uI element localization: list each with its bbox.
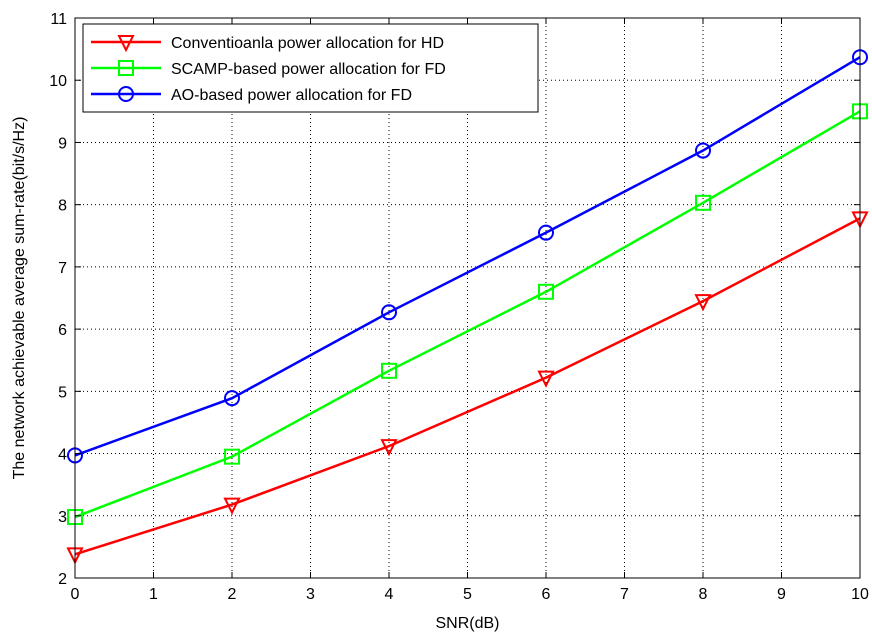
ticks: 0 1 2 3 4 5 6 7 8 9 10 2 3 4 5 6 7 8 9 10 11: [49, 11, 869, 603]
data-point: [380, 439, 398, 457]
legend-item: SCAMP-based power allocation for FD: [91, 60, 446, 78]
legend-marker: [118, 86, 134, 102]
legend-item: AO-based power allocation for FD: [91, 86, 412, 104]
y-tick-label: 4: [58, 447, 67, 464]
x-tick-label: 9: [777, 586, 786, 603]
series-1: [66, 211, 869, 565]
series-line: [74, 110, 861, 519]
data-point: [695, 142, 711, 159]
x-tick-label: 8: [699, 586, 708, 603]
y-tick-label: 6: [58, 322, 67, 339]
data-point: [224, 390, 240, 407]
y-tick-label: 2: [58, 571, 67, 588]
y-tick-label: 3: [58, 509, 67, 526]
legend-label: Conventioanla power allocation for HD: [171, 35, 444, 52]
y-tick-label: 9: [58, 135, 67, 152]
x-tick-label: 1: [149, 586, 158, 603]
legend-item: Conventioanla power allocation for HD: [91, 35, 444, 53]
data-point: [537, 370, 555, 388]
y-axis-label: The network achievable average sum-rate(…: [11, 117, 28, 480]
x-tick-label: 0: [71, 586, 80, 603]
y-tick-label: 11: [50, 11, 67, 28]
x-axis-label: SNR(dB): [435, 615, 499, 632]
legend-label: AO-based power allocation for FD: [171, 87, 412, 104]
x-tick-label: 2: [228, 586, 237, 603]
y-tick-label: 8: [58, 198, 67, 215]
y-tick-label: 7: [58, 260, 67, 277]
legend-label: SCAMP-based power allocation for FD: [171, 61, 446, 78]
x-tick-label: 3: [306, 586, 315, 603]
data-point: [538, 283, 554, 300]
series-layer: [66, 49, 869, 565]
series-line: [74, 217, 861, 556]
data-point: [695, 194, 711, 211]
x-tick-label: 10: [851, 586, 869, 603]
data-point: [224, 448, 240, 465]
series-line: [74, 56, 861, 457]
x-tick-label: 5: [463, 586, 472, 603]
data-point: [694, 294, 712, 312]
data-point: [381, 304, 397, 321]
data-point: [223, 497, 241, 515]
data-point: [538, 224, 554, 241]
legend: Conventioanla power allocation for HD SCA…: [82, 23, 539, 113]
x-tick-label: 6: [542, 586, 551, 603]
x-tick-label: 4: [385, 586, 394, 603]
legend-marker: [117, 35, 135, 53]
y-tick-label: 10: [49, 73, 67, 90]
data-point: [381, 362, 397, 379]
x-tick-label: 7: [620, 586, 629, 603]
y-tick-label: 5: [58, 384, 67, 401]
legend-marker: [118, 60, 134, 76]
